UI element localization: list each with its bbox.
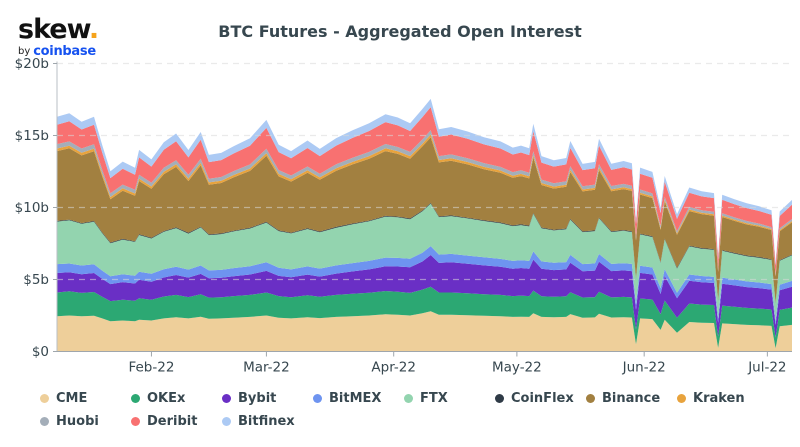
legend-label: Kraken bbox=[693, 390, 745, 406]
legend-item-FTX[interactable]: FTX bbox=[404, 387, 495, 409]
stacked-areas bbox=[57, 98, 792, 352]
legend-item-Binance[interactable]: Binance bbox=[586, 387, 677, 409]
legend-item-BitMEX[interactable]: BitMEX bbox=[313, 387, 404, 409]
byline: by coinbase bbox=[18, 45, 98, 58]
legend-row-2: Huobi Deribit Bitfinex bbox=[40, 410, 800, 432]
legend-dot-CoinFlex bbox=[495, 393, 504, 403]
x-axis-label: May-22 bbox=[492, 360, 542, 376]
y-axis-label: $10b bbox=[15, 200, 49, 216]
y-axis-label: $15b bbox=[15, 128, 49, 144]
legend-item-Deribit[interactable]: Deribit bbox=[131, 410, 222, 432]
legend-dot-OKEx bbox=[131, 393, 140, 403]
x-axis-label: Feb-22 bbox=[128, 360, 174, 376]
legend-label: CoinFlex bbox=[511, 390, 574, 406]
area-FTX bbox=[57, 203, 792, 322]
y-axis-label: $5b bbox=[23, 272, 49, 288]
legend-dot-Bitfinex bbox=[222, 416, 231, 426]
legend-item-CoinFlex[interactable]: CoinFlex bbox=[495, 387, 586, 409]
legend-label: CME bbox=[56, 390, 88, 406]
legend-dot-Kraken bbox=[677, 393, 686, 403]
gridlines-front bbox=[57, 62, 792, 281]
legend-item-Bitfinex[interactable]: Bitfinex bbox=[222, 410, 313, 432]
legend-item-OKEx[interactable]: OKEx bbox=[131, 387, 222, 409]
legend-item-Bybit[interactable]: Bybit bbox=[222, 387, 313, 409]
legend-label: Bitfinex bbox=[238, 413, 295, 429]
legend-label: BitMEX bbox=[329, 390, 382, 406]
axes: $20b $15b $10b $5b $0 Feb-22 Mar-22 Apr-22 May-2… bbox=[15, 56, 792, 376]
logo-orange-dot-icon: . bbox=[88, 14, 99, 45]
area-Deribit bbox=[57, 107, 792, 275]
skew-logo: skew. by coinbase bbox=[18, 14, 99, 58]
legend-item-Huobi[interactable]: Huobi bbox=[40, 410, 131, 432]
legend-dot-Binance bbox=[586, 393, 595, 403]
coinbase-logo-text: coinbase bbox=[33, 44, 96, 59]
area-CME bbox=[57, 311, 792, 352]
legend-label: OKEx bbox=[147, 390, 186, 406]
byline-prefix: by bbox=[18, 45, 31, 57]
legend-label: Deribit bbox=[147, 413, 198, 429]
x-axis-label: Jul-22 bbox=[747, 360, 786, 376]
legend-dot-Deribit bbox=[131, 416, 140, 426]
area-BitMEX bbox=[57, 246, 792, 325]
area-OKEx bbox=[57, 286, 792, 349]
y-axis-label: $0 bbox=[32, 344, 49, 360]
legend-dot-BitMEX bbox=[313, 393, 322, 403]
legend-row-1: CME OKEx Bybit BitMEX FTX CoinFlex Binance Krak… bbox=[40, 387, 800, 409]
legend-dot-FTX bbox=[404, 393, 413, 403]
legend-item-CME[interactable]: CME bbox=[40, 387, 131, 409]
area-Bybit bbox=[57, 255, 792, 338]
legend-label: Binance bbox=[602, 390, 661, 406]
legend-label: Bybit bbox=[238, 390, 277, 406]
area-CoinFlex bbox=[57, 202, 792, 304]
area-Binance bbox=[57, 137, 792, 303]
chart-title: BTC Futures - Aggregated Open Interest bbox=[218, 22, 582, 41]
legend-dot-Bybit bbox=[222, 393, 231, 403]
legend-dot-CME bbox=[40, 393, 49, 403]
y-axis-label: $20b bbox=[15, 56, 49, 72]
legend-label: FTX bbox=[420, 390, 448, 406]
legend-item-Kraken[interactable]: Kraken bbox=[677, 387, 768, 409]
x-axis-label: Jun-22 bbox=[622, 360, 666, 376]
x-axis-label: Mar-22 bbox=[243, 360, 290, 376]
skew-logo-text: skew. bbox=[18, 14, 99, 45]
legend-label: Huobi bbox=[56, 413, 99, 429]
legend-dot-Huobi bbox=[40, 416, 49, 426]
x-axis-label: Apr-22 bbox=[371, 360, 416, 376]
